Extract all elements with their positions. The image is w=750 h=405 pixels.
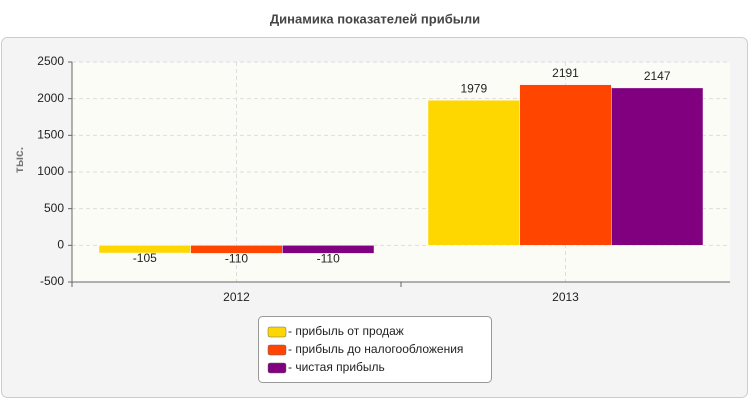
y-tick-label: 500 (44, 201, 64, 215)
legend-swatch (267, 362, 287, 374)
x-tick-label: 2013 (552, 290, 579, 304)
legend-swatch (267, 326, 287, 338)
value-label: -110 (225, 252, 248, 266)
bar (427, 99, 520, 246)
bar (282, 245, 375, 254)
legend-label: - чистая прибыль (288, 360, 385, 374)
value-label: -105 (133, 251, 157, 265)
bar (519, 84, 612, 246)
y-tick-label: 1000 (37, 164, 64, 178)
legend-swatch (267, 344, 287, 356)
value-label: 2191 (552, 66, 579, 80)
y-tick-label: -500 (40, 274, 64, 288)
legend-label: - прибыль до налогообложения (288, 342, 463, 356)
y-tick-label: 2000 (37, 91, 64, 105)
y-axis-label: тыс. (12, 147, 26, 173)
legend (258, 316, 492, 383)
x-tick-label: 2012 (223, 290, 250, 304)
y-tick-label: 0 (57, 238, 64, 252)
value-label: 2147 (644, 69, 671, 83)
chart-title: Динамика показателей прибыли (270, 11, 480, 26)
legend-label: - прибыль от продаж (288, 324, 404, 338)
y-tick-label: 1500 (37, 128, 64, 142)
value-label: 1979 (460, 81, 487, 95)
y-tick-label: 2500 (37, 54, 64, 68)
bar (611, 87, 704, 246)
value-label: -110 (317, 252, 340, 266)
